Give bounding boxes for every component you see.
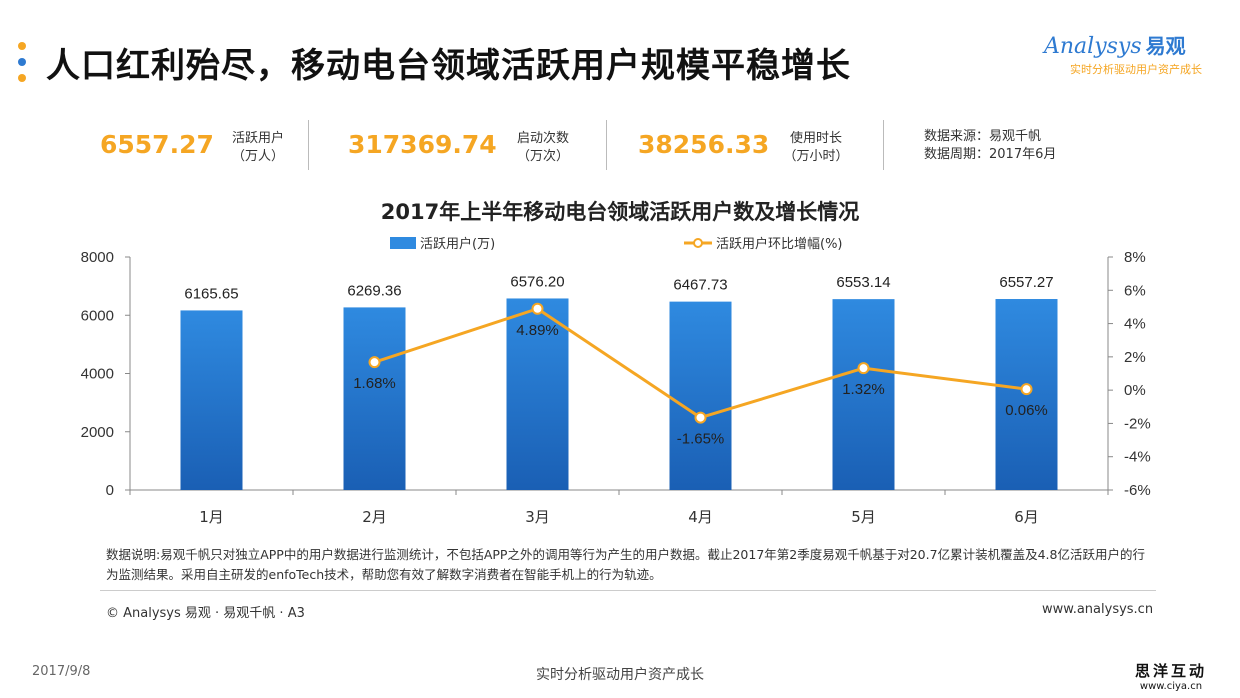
kpi-value: 317369.74 (348, 130, 497, 159)
right-tick-label: 8% (1124, 249, 1146, 266)
bar-value-label: 6553.14 (836, 274, 890, 291)
slide-date: 2017/9/8 (32, 664, 91, 679)
kpi-divider (883, 120, 884, 170)
x-tick-label: 1月 (199, 508, 224, 526)
right-tick-label: 2% (1124, 349, 1146, 366)
footer-slogan: 实时分析驱动用户资产成长 (536, 667, 704, 683)
x-tick-label: 3月 (525, 508, 550, 526)
analysys-logo: Analysys 易观 实时分析驱动用户资产成长 (1044, 30, 1204, 80)
data-note: 数据说明:易观千帆只对独立APP中的用户数据进行监测统计，不包括APP之外的调用… (106, 547, 1145, 582)
left-tick-label: 0 (106, 482, 114, 499)
kpi-label-line: 使用时长 (789, 131, 842, 146)
legend-bar-label: 活跃用户(万) (420, 236, 495, 252)
right-tick-label: 0% (1124, 382, 1146, 399)
legend-line-marker (693, 238, 703, 248)
logo-brand-cn: 易观 (1145, 34, 1186, 58)
chart-title: 2017年上半年移动电台领域活跃用户数及增长情况 (380, 200, 860, 224)
kpi-value: 6557.27 (100, 130, 214, 159)
dot-icon (18, 58, 26, 66)
bar (832, 299, 895, 490)
bar-value-label: 6576.20 (510, 273, 564, 290)
data-source: 数据来源：易观千帆 数据周期：2017年6月 (924, 128, 1056, 164)
data-source-line: 数据来源：易观千帆 (924, 129, 1042, 144)
dot-icon (18, 74, 26, 82)
right-tick-label: -4% (1124, 449, 1151, 466)
x-tick-label: 4月 (688, 508, 713, 526)
bar-value-label: 6269.36 (347, 282, 401, 299)
growth-value-label: 1.32% (842, 381, 885, 398)
x-tick-label: 2月 (362, 508, 387, 526)
growth-value-label: 0.06% (1005, 402, 1048, 419)
growth-point (531, 302, 544, 315)
right-tick-label: 6% (1124, 282, 1146, 299)
growth-point (1020, 383, 1033, 396)
growth-value-label: 4.89% (516, 322, 559, 339)
x-tick-label: 5月 (851, 508, 876, 526)
kpi-label: 使用时长 （万小时） (778, 130, 854, 166)
kpi-divider (606, 120, 607, 170)
kpi-launches: 317369.74 启动次数 （万次） (348, 120, 598, 176)
left-tick-label: 2000 (81, 424, 114, 441)
copyright: © Analysys 易观 · 易观千帆 · A3 (106, 606, 305, 621)
bar-value-label: 6557.27 (999, 274, 1053, 291)
logo-tagline: 实时分析驱动用户资产成长 (1070, 63, 1202, 76)
dot-icon (18, 42, 26, 50)
growth-point (857, 362, 870, 375)
kpi-label-line: 活跃用户 (231, 131, 284, 146)
left-tick-label: 4000 (81, 366, 114, 383)
website-link[interactable]: www.analysys.cn (1042, 602, 1154, 617)
logo-brand: nalysys (1059, 34, 1142, 59)
x-tick-label: 6月 (1014, 508, 1039, 526)
right-tick-label: -6% (1124, 482, 1151, 499)
kpi-divider (308, 120, 309, 170)
ciya-watermark: 思洋互动 www.ciya.cn (1130, 660, 1212, 692)
stamp-text: 思洋互动 (1134, 662, 1207, 680)
data-period-line: 数据周期：2017年6月 (924, 147, 1057, 162)
growth-point (368, 356, 381, 369)
growth-value-label: -1.65% (677, 431, 725, 448)
kpi-label-line: 启动次数 (516, 131, 569, 146)
title-dots (16, 42, 28, 86)
footer-divider (100, 590, 1156, 591)
legend-line-label: 活跃用户环比增幅(%) (716, 236, 843, 252)
kpi-label-unit: （万小时） (783, 149, 849, 164)
bar (343, 307, 406, 490)
left-tick-label: 6000 (81, 307, 114, 324)
kpi-active-users: 6557.27 活跃用户 （万人） (100, 120, 300, 176)
growth-value-label: 1.68% (353, 375, 396, 392)
bar (669, 301, 732, 490)
bar-value-label: 6165.65 (184, 285, 238, 302)
kpi-label: 活跃用户 （万人） (228, 130, 288, 166)
kpi-label: 启动次数 （万次） (510, 130, 576, 166)
right-tick-label: -2% (1124, 415, 1151, 432)
stamp-url: www.ciya.cn (1139, 681, 1203, 692)
right-tick-label: 4% (1124, 316, 1146, 333)
left-tick-label: 8000 (81, 249, 114, 266)
kpi-label-unit: （万次） (516, 149, 569, 164)
kpi-value: 38256.33 (638, 130, 770, 159)
kpi-usage-time: 38256.33 使用时长 （万小时） (638, 120, 878, 176)
bar (506, 298, 569, 490)
bar-value-label: 6467.73 (673, 277, 727, 294)
legend-bar-swatch (390, 237, 416, 249)
logo-a-icon: A (1044, 34, 1060, 59)
page-title: 人口红利殆尽，移动电台领域活跃用户规模平稳增长 (46, 46, 851, 86)
growth-point (694, 411, 707, 424)
kpi-label-unit: （万人） (231, 149, 284, 164)
bar (180, 310, 243, 490)
